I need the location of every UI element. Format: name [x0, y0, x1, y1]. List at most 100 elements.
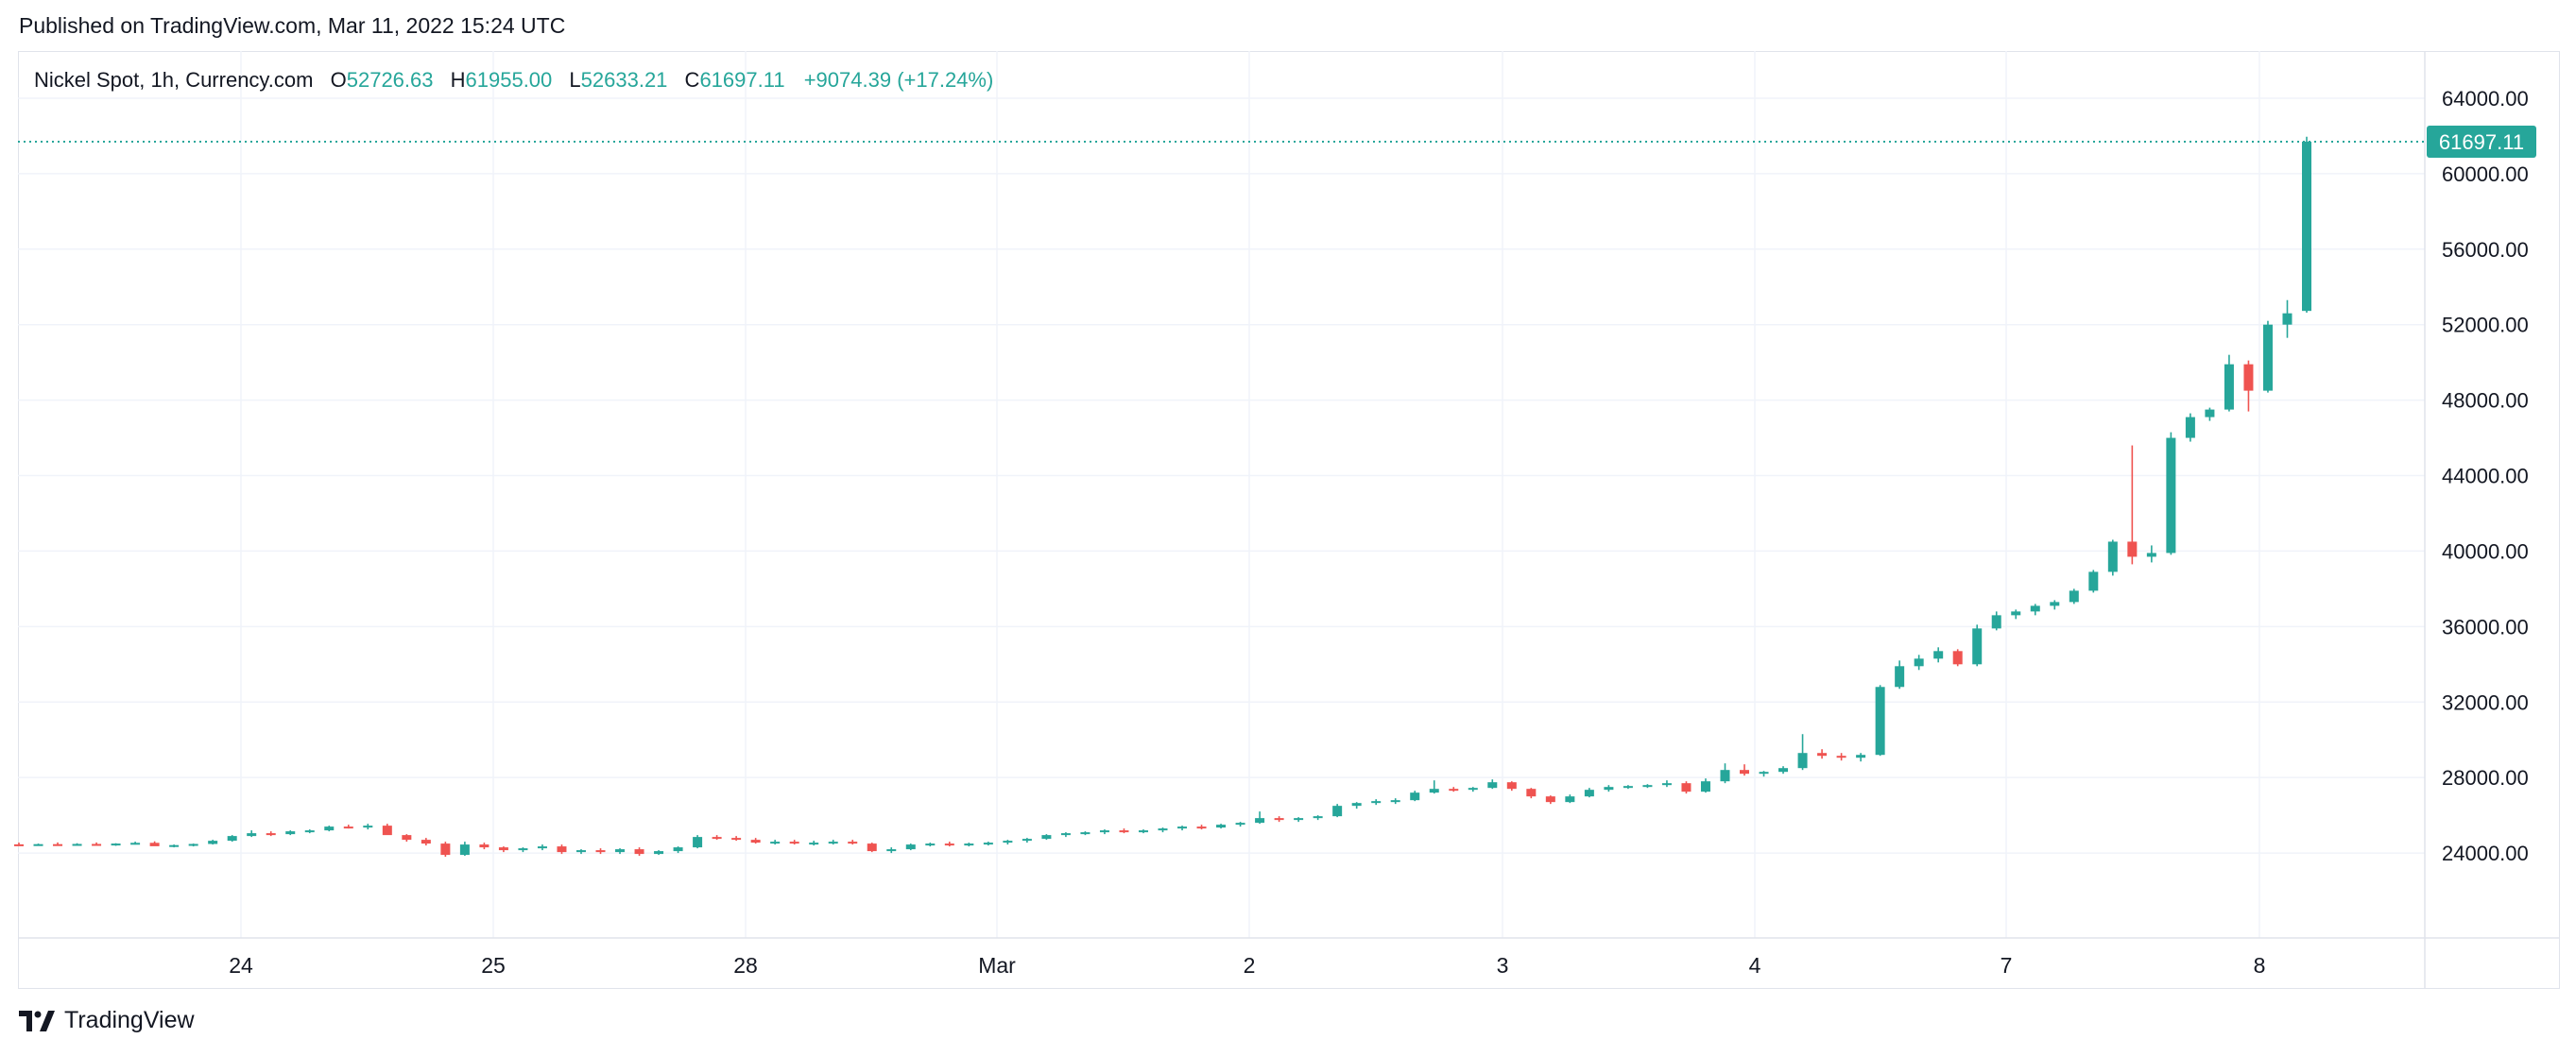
candle [925, 843, 936, 847]
candle [1119, 828, 1129, 834]
candle-body [2166, 437, 2176, 554]
candle [1740, 764, 1750, 776]
candle-body [2030, 605, 2040, 612]
candle [1313, 815, 1323, 821]
candle-body [2185, 417, 2195, 438]
candle-body [1720, 770, 1730, 782]
candle [1255, 811, 1265, 825]
candle [1158, 827, 1168, 833]
x-tick-label: 3 [1497, 953, 1509, 978]
candle [1604, 785, 1614, 792]
y-tick-label: 52000.00 [2442, 314, 2529, 337]
tradingview-logo-icon [19, 1010, 55, 1031]
candle-body [673, 847, 683, 852]
candle-body [440, 843, 451, 856]
candle [1681, 781, 1692, 794]
candle [266, 831, 276, 837]
candle [1351, 802, 1362, 809]
candle [1060, 832, 1071, 838]
candle-body [149, 843, 160, 846]
candle-body [1933, 651, 1944, 659]
candle-body [1196, 826, 1207, 829]
candle-body [2107, 541, 2118, 572]
candle-body [770, 842, 781, 844]
candle-body [1565, 796, 1575, 803]
candle-body [693, 837, 703, 848]
candle [1991, 611, 2001, 631]
candle-body [498, 847, 508, 851]
candle-body [1003, 841, 1013, 843]
candle [1895, 660, 1905, 690]
candle-body [343, 826, 353, 829]
legend-close-value: 61697.11 [699, 68, 785, 92]
chart-legend: Nickel Spot, 1h, Currency.com O52726.63 … [34, 68, 993, 93]
candle [324, 826, 335, 832]
candle-body [2302, 141, 2311, 312]
legend-change-value: +9074.39 (+17.24%) [803, 68, 994, 92]
candle-body [459, 844, 470, 856]
legend-high-value: 61955.00 [465, 68, 553, 92]
candle-body [1661, 783, 1672, 786]
candle-body [1604, 787, 1614, 791]
candle-body [867, 843, 877, 852]
candle-body [304, 830, 315, 833]
candle-body [1856, 755, 1866, 758]
published-header: Published on TradingView.com, Mar 11, 20… [19, 13, 566, 38]
candle [575, 849, 586, 855]
candle-body [1041, 835, 1052, 840]
candle-body [402, 835, 412, 841]
candle [1041, 834, 1052, 841]
candle-body [983, 843, 993, 845]
candle-body [247, 833, 257, 837]
candle-body [537, 846, 547, 849]
candle-body [1371, 801, 1382, 804]
candle [149, 841, 160, 846]
legend-low-value: 52633.21 [580, 68, 668, 92]
candle-body [1526, 789, 1537, 797]
candle [1797, 734, 1808, 771]
candle [1506, 781, 1517, 792]
candle-body [2050, 602, 2060, 606]
candle [848, 840, 858, 845]
candle [2127, 445, 2138, 565]
candle [285, 830, 296, 836]
candle [2030, 604, 2040, 616]
candle [1623, 785, 1633, 790]
candle [1099, 829, 1109, 835]
candle-body [575, 850, 586, 853]
candle-body [421, 840, 431, 844]
candle [1196, 825, 1207, 830]
candle-body [363, 826, 373, 828]
candle-body [130, 843, 141, 845]
candle [33, 843, 43, 846]
candle [1933, 647, 1944, 663]
candle-body [925, 843, 936, 846]
candle-body [1836, 756, 1846, 758]
candle [72, 843, 82, 846]
candle-body [382, 826, 392, 836]
candle [537, 844, 547, 851]
candle [208, 840, 218, 845]
candle [731, 836, 742, 842]
candle-body [518, 848, 528, 851]
x-tick-label: 2 [1244, 953, 1256, 978]
candle [304, 829, 315, 834]
candle-body [1468, 788, 1478, 791]
candle [459, 842, 470, 857]
candle [750, 838, 761, 844]
x-tick-label: 4 [1749, 953, 1761, 978]
candle [402, 834, 412, 843]
candle-body [72, 843, 82, 846]
candle-body [1294, 818, 1304, 821]
footer[interactable]: TradingView [19, 1007, 195, 1034]
candle [479, 843, 489, 850]
candle [2011, 609, 2021, 620]
candle-body [595, 850, 606, 853]
candle-body [188, 843, 198, 846]
candle [169, 844, 180, 848]
candle-body [615, 849, 626, 853]
candle-body [712, 837, 722, 840]
candle [867, 843, 877, 853]
candle [1487, 779, 1498, 790]
